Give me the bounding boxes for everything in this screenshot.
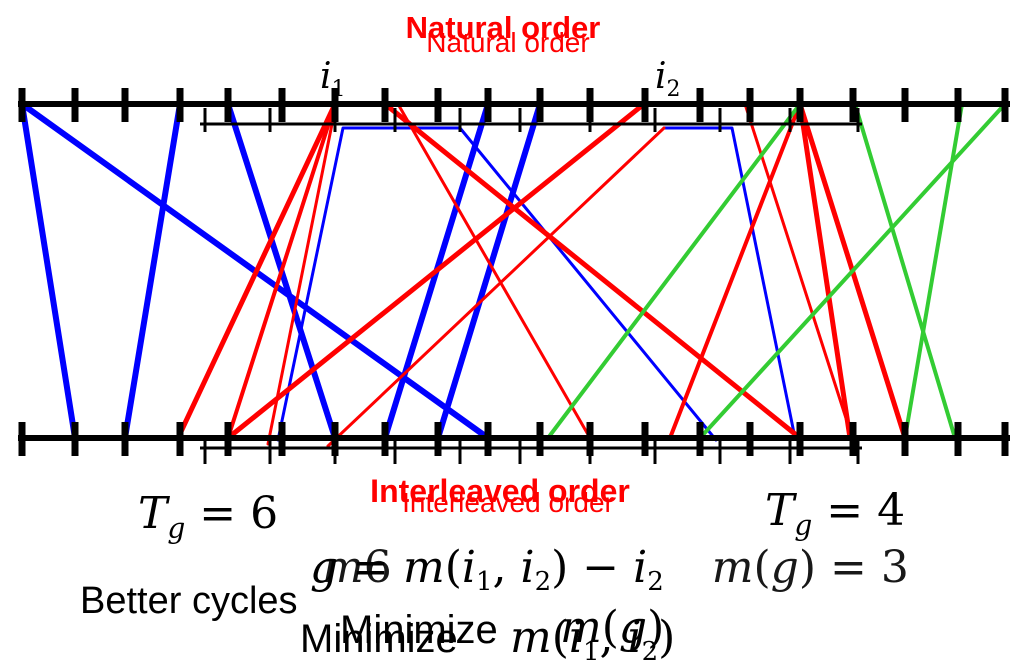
tg-right-label: Tg = 4 (765, 485, 905, 542)
green-permutation-lines (546, 102, 1007, 440)
interleaved-order-title-shadow: Interleaved order (402, 487, 614, 518)
green-line (698, 102, 1007, 440)
i1-label: i1 (320, 56, 346, 102)
blue-permutation-lines (19, 101, 797, 442)
natural-order-title-shadow: Natural order (426, 27, 589, 58)
minimize-expression: m(i1, i2) (510, 612, 675, 664)
blue-line (662, 126, 797, 440)
red-line (743, 102, 855, 442)
minimize-label-shadow: Minimize (300, 617, 458, 661)
minimize-expression-overlay: m(g) (560, 602, 664, 653)
green-line (903, 102, 964, 440)
red-line (175, 101, 908, 441)
bottom-rail (18, 422, 1010, 464)
better-cycles-label: Better cycles (80, 580, 298, 622)
red-line (266, 102, 338, 446)
minimize-label: Minimize (340, 608, 498, 652)
i2-label: i2 (655, 56, 681, 102)
red-line (226, 102, 337, 440)
blue-line (276, 126, 718, 442)
natural-order-title: Natural order (406, 10, 601, 45)
tg-left-label: Tg = 6 (138, 488, 278, 545)
interleaved-order-title: Interleaved order (370, 473, 630, 509)
red-line (396, 102, 592, 440)
top-rail (18, 88, 1010, 132)
green-line (546, 102, 802, 440)
red-line (326, 126, 666, 448)
